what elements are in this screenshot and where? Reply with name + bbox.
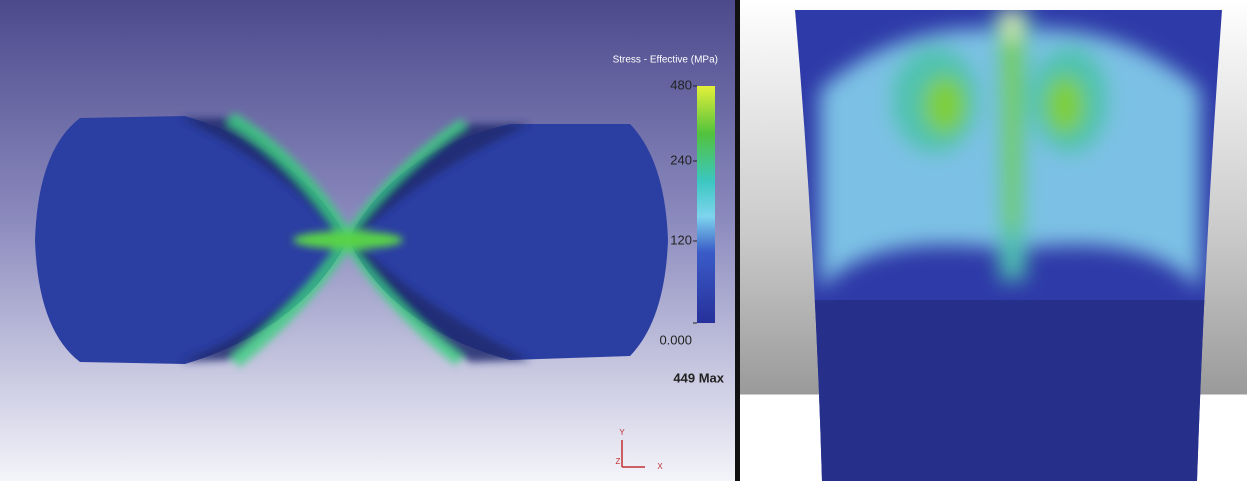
divider <box>735 0 740 481</box>
colorbar-title: Stress - Effective (MPa) <box>613 55 718 66</box>
axis-x-label: X <box>657 462 663 471</box>
colorbar-tick-label: 240 <box>670 152 692 167</box>
max-label: 449 Max <box>673 370 724 385</box>
axis-y-label: Y <box>619 428 625 437</box>
colorbar-tick-label: 120 <box>670 232 692 247</box>
screenshot: Stress - Effective (MPa) 4802401200.000 … <box>0 0 1247 481</box>
colorbar-tick-label: 480 <box>670 77 692 92</box>
colorbar <box>697 86 715 323</box>
specimen-closeup <box>790 0 1230 481</box>
colorbar-tick-label: 0.000 <box>659 332 692 347</box>
right-view <box>740 0 1247 481</box>
axis-z-label: Z <box>616 457 621 466</box>
left-view: Stress - Effective (MPa) 4802401200.000 … <box>0 0 735 481</box>
